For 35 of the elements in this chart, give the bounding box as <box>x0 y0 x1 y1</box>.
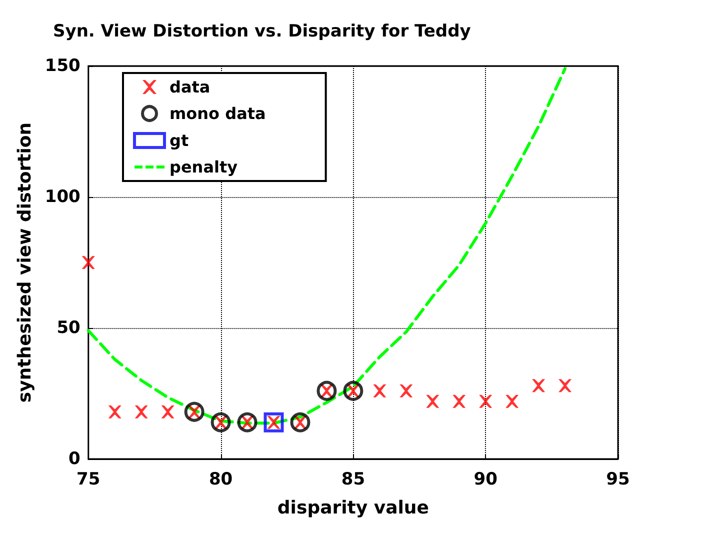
point <box>237 412 258 432</box>
point <box>479 394 492 408</box>
point <box>134 405 148 418</box>
point <box>264 412 284 432</box>
point <box>426 394 440 408</box>
y-tick-label: 50 <box>56 318 81 338</box>
point <box>108 405 122 418</box>
point <box>161 405 174 418</box>
y-tick-label: 150 <box>44 56 81 76</box>
y-axis-title: synthesized view distortion <box>14 122 36 403</box>
point <box>316 380 337 401</box>
point <box>343 380 364 401</box>
point <box>506 394 519 408</box>
x-tick-label: 75 <box>76 470 100 490</box>
chart-title: Syn. View Distortion vs. Disparity for Teddy <box>53 22 471 42</box>
point <box>210 412 231 432</box>
point <box>558 379 572 392</box>
point <box>82 256 95 269</box>
legend-label: mono data <box>170 104 266 123</box>
point <box>373 384 386 398</box>
x-tick-label: 90 <box>474 470 498 490</box>
point <box>400 384 413 398</box>
point <box>532 379 546 392</box>
y-tick-label: 0 <box>68 449 81 469</box>
x-tick-label: 85 <box>341 470 366 490</box>
x-axis-title: disparity value <box>277 498 429 518</box>
legend-label: gt <box>170 131 189 150</box>
point <box>184 402 204 422</box>
x-tick-label: 95 <box>606 470 630 490</box>
point <box>452 394 466 408</box>
legend-label: penalty <box>170 158 238 176</box>
x-tick-label: 80 <box>208 470 233 490</box>
point <box>290 412 310 432</box>
legend-label: data <box>170 78 210 96</box>
y-tick-label: 100 <box>44 187 81 207</box>
